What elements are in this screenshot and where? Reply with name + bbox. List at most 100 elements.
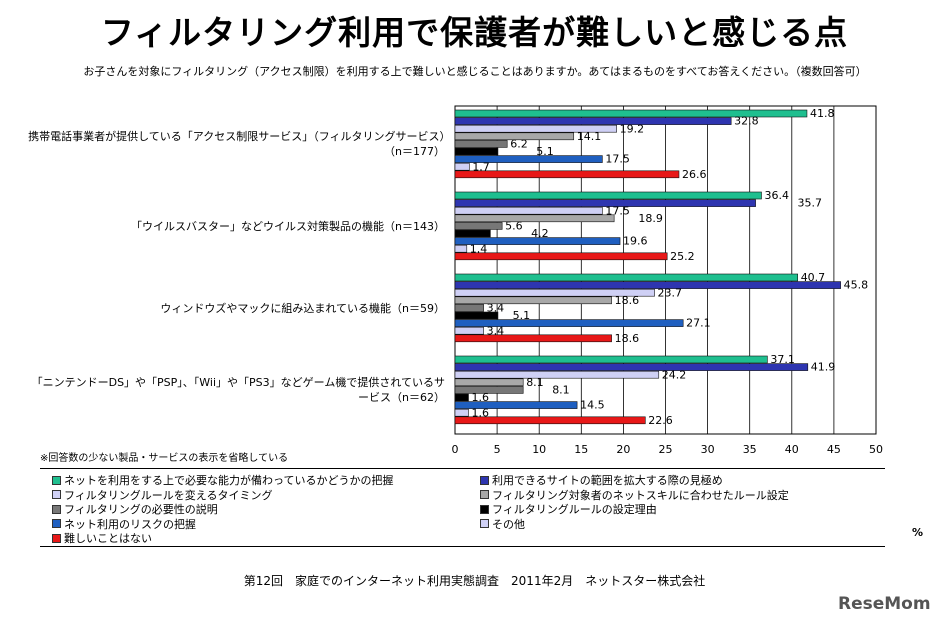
data-label: 3.4 [487, 324, 505, 337]
x-tick-label: 0 [452, 443, 459, 456]
category-label: 携帯電話事業者が提供している「アクセス制限サービス」（フィルタリングサービス）（… [28, 130, 445, 158]
bar [454, 416, 646, 425]
legend-item: フィルタリングルールの設定理由 [480, 501, 657, 517]
legend: ネットを利用をする上で必要な能力が備わっているかどうかの把握 利用できるサイトの範… [40, 468, 885, 547]
legend-swatch [480, 519, 489, 528]
bar [454, 273, 798, 282]
data-label: 8.1 [526, 376, 544, 389]
legend-label: フィルタリングの必要性の説明 [64, 503, 218, 516]
legend-label: フィルタリングルールの設定理由 [492, 503, 657, 516]
x-tick-label: 35 [743, 443, 757, 456]
bar [454, 401, 578, 409]
data-label: 23.7 [658, 286, 683, 299]
data-label: 41.9 [811, 361, 836, 374]
data-label: 18.6 [615, 332, 640, 345]
bar [454, 281, 841, 289]
data-label: 25.2 [670, 250, 695, 263]
source-footer: 第12回 家庭でのインターネット利用実態調査 2011年2月 ネットスター株式会… [243, 574, 706, 588]
data-label: 37.1 [770, 353, 795, 366]
legend-label: ネットを利用をする上で必要な能力が備わっているかどうかの把握 [64, 474, 394, 487]
x-tick-label: 50 [869, 443, 883, 456]
legend-label: 利用できるサイトの範囲を拡大する際の見極め [492, 474, 723, 487]
legend-label: その他 [492, 517, 525, 531]
legend-swatch [52, 475, 61, 485]
question-text: お子さんを対象にフィルタリング（アクセス制限）を利用する上で難しいと感じることは… [83, 65, 867, 78]
data-label: 45.8 [844, 279, 869, 292]
data-label: 1.4 [470, 242, 488, 255]
legend-swatch [52, 490, 61, 499]
bar [454, 132, 575, 141]
bar [454, 222, 503, 230]
resemom-logo: ReseMom [838, 594, 931, 614]
legend-swatch [52, 504, 61, 514]
bar [454, 109, 808, 118]
bar [454, 229, 491, 238]
footnote: ※回答数の少ない製品・サービスの表示を省略している [40, 453, 289, 464]
data-label: 36.4 [764, 189, 789, 202]
legend-item: その他 [480, 516, 525, 532]
legend-label: 難しいことはない [64, 532, 152, 545]
bar [454, 199, 756, 207]
bar [454, 237, 621, 245]
legend-label: フィルタリング対象者のネットスキルに合わせたルール設定 [492, 488, 789, 502]
data-label: 19.2 [620, 122, 645, 135]
legend-swatch [480, 490, 489, 499]
bar [454, 386, 524, 394]
data-label: 40.7 [801, 271, 826, 284]
bar [454, 288, 655, 297]
bar [454, 408, 469, 417]
x-tick-label: 5 [494, 443, 501, 456]
data-label: 14.1 [577, 130, 602, 143]
legend-item: フィルタリング対象者のネットスキルに合わせたルール設定 [480, 487, 789, 503]
category-label: ウィンドウズやマックに組み込まれている機能（n＝59） [160, 302, 445, 315]
data-label: 17.5 [605, 204, 630, 217]
bar [454, 393, 469, 402]
x-tick-label: 25 [659, 443, 673, 456]
bar [454, 244, 468, 253]
data-label: 5.1 [536, 145, 554, 158]
legend-swatch [52, 519, 61, 528]
legend-item: ネット利用のリスクの把握 [52, 516, 196, 532]
bar [454, 206, 603, 215]
data-label: 5.1 [513, 309, 531, 322]
data-label: 18.9 [638, 212, 663, 225]
legend-label: ネット利用のリスクの把握 [64, 517, 196, 531]
bar [454, 363, 809, 371]
bar [454, 147, 499, 156]
bar [454, 355, 768, 364]
bar [454, 304, 484, 312]
legend-swatch [480, 504, 489, 514]
data-label: 5.6 [505, 220, 522, 233]
data-label: 26.6 [682, 168, 707, 181]
x-tick-label: 45 [827, 443, 841, 456]
data-label: 6.2 [510, 138, 527, 151]
data-label: 1.7 [472, 160, 490, 173]
x-tick-label: 10 [532, 443, 546, 456]
bar [454, 117, 732, 125]
bar [454, 319, 684, 327]
bar [454, 252, 668, 261]
legend-item: 難しいことはない [52, 530, 152, 546]
bar [454, 170, 680, 179]
data-label: 4.2 [531, 227, 549, 240]
data-label: 41.8 [810, 107, 835, 120]
data-label: 19.6 [623, 235, 648, 248]
data-label: 18.6 [615, 294, 640, 307]
x-tick-label: 20 [616, 443, 630, 456]
data-label: 24.2 [662, 368, 687, 381]
data-label: 3.4 [487, 302, 505, 315]
legend-swatch [480, 475, 489, 485]
bar [454, 191, 762, 200]
legend-item: フィルタリングの必要性の説明 [52, 501, 218, 517]
data-label: 27.1 [686, 317, 711, 330]
bar [454, 311, 499, 320]
page-title: フィルタリング利用で保護者が難しいと感じる点 [100, 13, 849, 52]
legend-label: フィルタリングルールを変えるタイミング [64, 488, 273, 502]
bar [454, 334, 612, 343]
legend-item: 利用できるサイトの範囲を拡大する際の見極め [480, 472, 723, 488]
bar [454, 296, 612, 305]
data-label: 1.6 [471, 391, 489, 404]
bar [454, 124, 617, 133]
bar [454, 326, 484, 335]
